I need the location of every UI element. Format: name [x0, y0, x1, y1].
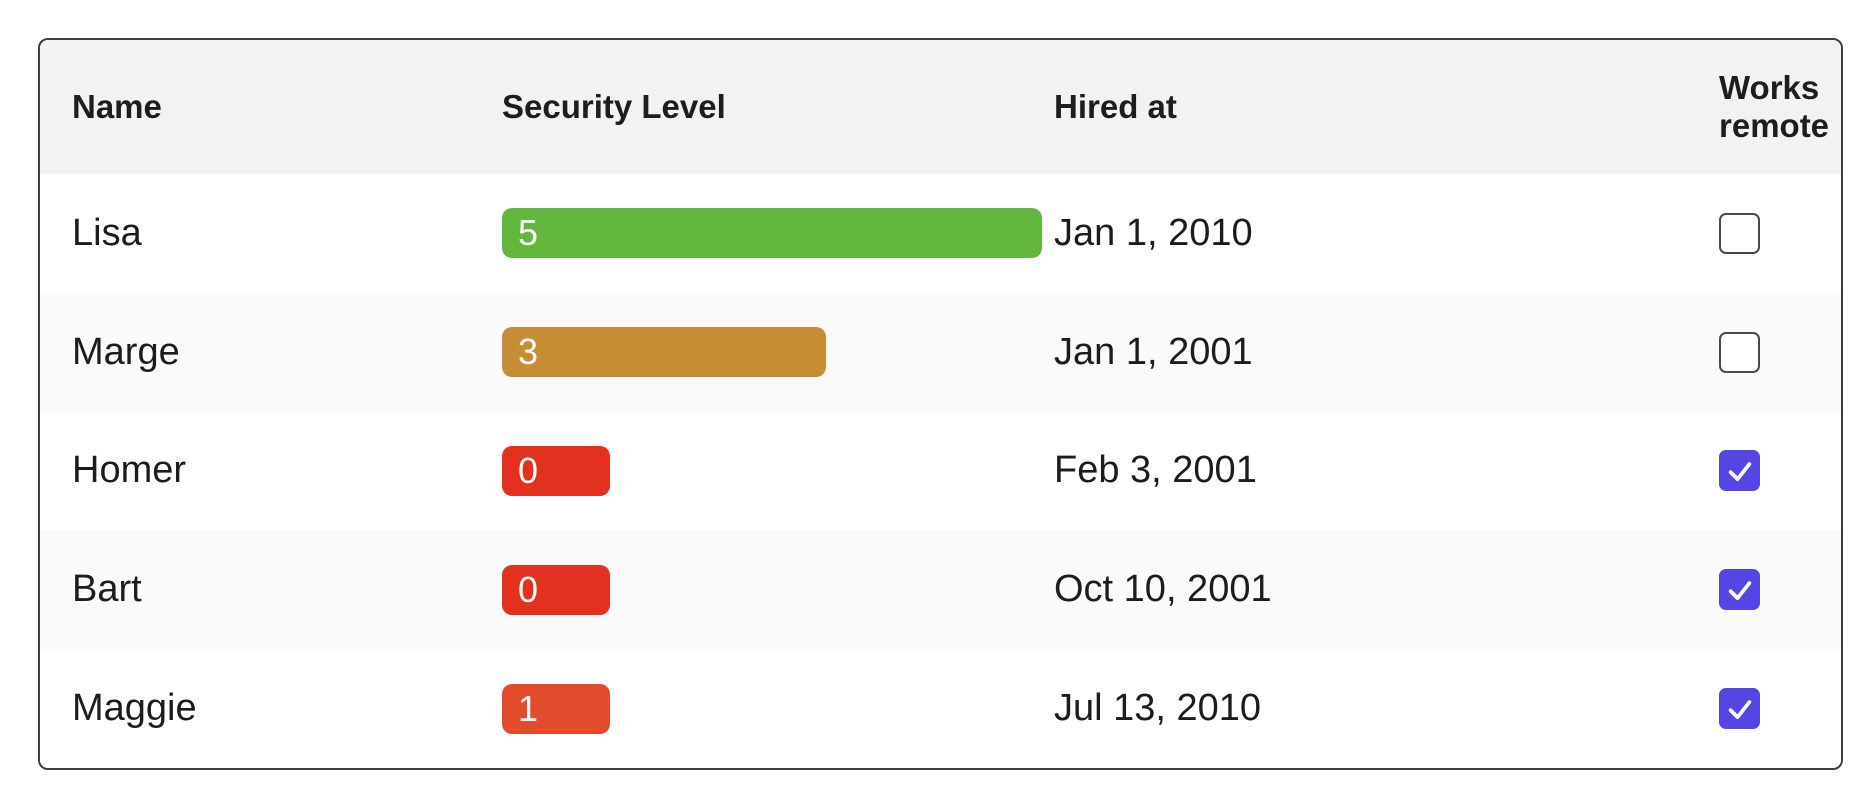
table-row: Bart 0 Oct 10, 2001	[40, 530, 1841, 650]
security-level-bar: 1	[502, 683, 610, 734]
security-level-value: 0	[518, 449, 539, 491]
employee-table: Name Security Level Hired at Works remot…	[38, 38, 1843, 770]
security-level-bar: 3	[502, 327, 826, 378]
security-level-value: 1	[518, 687, 539, 729]
hired-at-date: Jan 1, 2001	[1054, 330, 1253, 373]
column-header-works-remote: Works remote	[1719, 69, 1830, 144]
employee-name: Maggie	[72, 687, 197, 730]
security-level-bar: 0	[502, 564, 610, 615]
check-icon	[1728, 462, 1751, 481]
works-remote-checkbox[interactable]	[1719, 331, 1760, 373]
check-icon	[1728, 699, 1751, 719]
column-header-hired-at: Hired at	[1054, 88, 1177, 126]
employee-name: Bart	[72, 568, 142, 611]
security-level-value: 5	[518, 212, 539, 254]
works-remote-checkbox[interactable]	[1719, 688, 1760, 730]
hired-at-date: Oct 10, 2001	[1054, 568, 1272, 611]
table-header-row: Name Security Level Hired at Works remot…	[40, 40, 1841, 174]
employee-name: Lisa	[72, 211, 142, 254]
hired-at-date: Feb 3, 2001	[1054, 449, 1257, 492]
table-row: Lisa 5 Jan 1, 2010	[40, 174, 1841, 293]
table-row: Maggie 1 Jul 13, 2010	[40, 649, 1841, 768]
security-level-bar: 5	[502, 208, 1042, 259]
works-remote-checkbox[interactable]	[1719, 450, 1760, 492]
hired-at-date: Jul 13, 2010	[1054, 687, 1262, 730]
table-row: Marge 3 Jan 1, 2001	[40, 292, 1841, 412]
employee-name: Marge	[72, 330, 180, 373]
column-header-name: Name	[72, 88, 162, 126]
column-header-security-level: Security Level	[502, 88, 726, 126]
security-level-bar: 0	[502, 445, 610, 496]
security-level-value: 0	[518, 568, 539, 610]
hired-at-date: Jan 1, 2010	[1054, 211, 1253, 254]
table-row: Homer 0 Feb 3, 2001	[40, 411, 1841, 531]
check-icon	[1728, 581, 1751, 600]
works-remote-checkbox[interactable]	[1719, 212, 1760, 254]
employee-name: Homer	[72, 449, 187, 492]
works-remote-checkbox[interactable]	[1719, 569, 1760, 611]
security-level-value: 3	[518, 331, 539, 373]
